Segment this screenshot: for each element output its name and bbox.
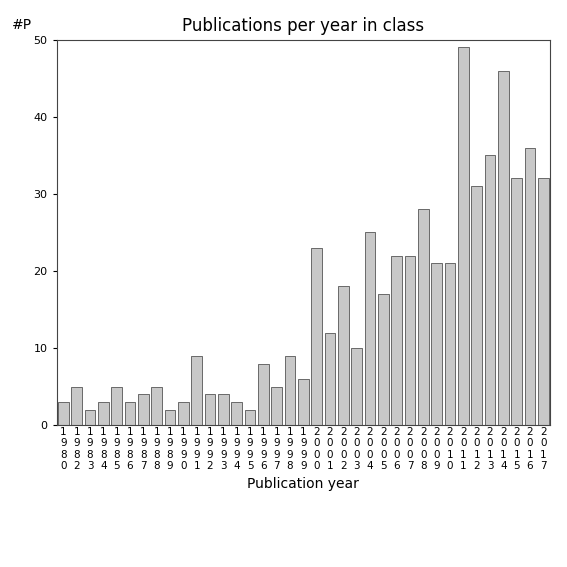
Bar bbox=[178, 402, 189, 425]
Bar bbox=[431, 263, 442, 425]
Bar bbox=[538, 179, 549, 425]
Bar bbox=[471, 186, 482, 425]
Bar bbox=[511, 179, 522, 425]
Bar bbox=[71, 387, 82, 425]
Bar bbox=[84, 410, 95, 425]
Bar bbox=[338, 286, 349, 425]
Bar bbox=[58, 402, 69, 425]
Bar bbox=[218, 395, 229, 425]
Bar bbox=[111, 387, 122, 425]
Bar bbox=[138, 395, 149, 425]
Bar bbox=[285, 356, 295, 425]
Bar bbox=[298, 379, 308, 425]
Bar bbox=[418, 209, 429, 425]
Bar bbox=[258, 363, 269, 425]
Text: #P: #P bbox=[12, 18, 32, 32]
Bar bbox=[498, 70, 509, 425]
X-axis label: Publication year: Publication year bbox=[247, 477, 359, 491]
Bar bbox=[205, 395, 215, 425]
Bar bbox=[125, 402, 136, 425]
Bar bbox=[272, 387, 282, 425]
Bar bbox=[311, 248, 322, 425]
Bar bbox=[352, 348, 362, 425]
Bar bbox=[458, 48, 469, 425]
Bar bbox=[445, 263, 455, 425]
Title: Publications per year in class: Publications per year in class bbox=[182, 18, 425, 35]
Bar bbox=[391, 256, 402, 425]
Bar bbox=[405, 256, 416, 425]
Bar bbox=[485, 155, 496, 425]
Bar bbox=[231, 402, 242, 425]
Bar bbox=[98, 402, 109, 425]
Bar bbox=[524, 147, 535, 425]
Bar bbox=[164, 410, 175, 425]
Bar bbox=[151, 387, 162, 425]
Bar bbox=[325, 333, 335, 425]
Bar bbox=[245, 410, 255, 425]
Bar bbox=[191, 356, 202, 425]
Bar bbox=[378, 294, 388, 425]
Bar bbox=[365, 232, 375, 425]
